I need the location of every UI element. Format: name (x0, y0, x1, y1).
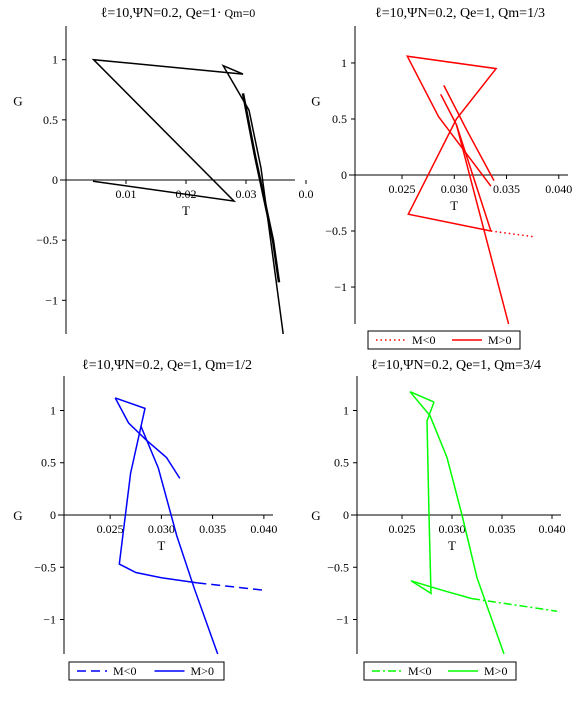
series-solid-3 (140, 425, 219, 654)
y-axis-label: G (13, 93, 22, 108)
y-tick-label: −1 (334, 280, 347, 294)
legend-label: M<0 (408, 664, 431, 678)
y-axis-label: G (311, 508, 320, 523)
x-tick-label: 0.040 (545, 182, 572, 196)
x-tick-label: 0.035 (493, 182, 520, 196)
x-tick-label: 0.0 (299, 187, 314, 201)
series-solid-4 (455, 124, 510, 324)
series-solid-2 (409, 391, 505, 654)
series-solid-2 (443, 85, 495, 181)
y-tick-label: 0 (50, 508, 56, 522)
y-tick-label: 1 (52, 53, 58, 67)
y-tick-label: −0.5 (327, 560, 349, 574)
legend-box (363, 661, 517, 681)
chart-title-main: ℓ=10,ΨN=0.2, Qe=1, Qm=1/3 (375, 6, 545, 21)
legend-box (367, 330, 521, 350)
chart-title-main: ℓ=10,ΨN=0.2, Qe=1, Qm=1/2 (82, 358, 252, 373)
legend-label: M<0 (113, 664, 136, 678)
legend: M<0 M>0 (367, 330, 521, 350)
y-tick-label: 1 (50, 403, 56, 417)
x-tick-label: 0.030 (441, 182, 468, 196)
x-axis-label: T (450, 198, 458, 213)
legend-box (68, 661, 225, 681)
x-tick-label: 0.030 (148, 522, 175, 536)
series-solid-2 (114, 397, 198, 584)
x-tick-label: 0.025 (97, 522, 124, 536)
x-tick-label: 0.035 (489, 522, 516, 536)
chart-title-main: ℓ=10,ΨN=0.2, Qe=1, Qm=3/4 (371, 358, 541, 373)
y-tick-label: 0.5 (41, 456, 56, 470)
chart-title: ℓ=10,ΨN=0.2, Qe=1· Qm=0 (101, 6, 256, 21)
panel-4: ℓ=10,ΨN=0.2, Qe=1, Qm=3/4 1 0.5 0 −0.5 −1 0.02… (311, 358, 566, 681)
panel-2: ℓ=10,ΨN=0.2, Qe=1, Qm=1/3 1 0.5 0 −0.5 −1 0.02… (311, 6, 572, 350)
legend-label: M>0 (191, 664, 214, 678)
y-tick-label: 1 (341, 56, 347, 70)
y-tick-label: 0.5 (334, 456, 349, 470)
y-tick-label: 0.5 (332, 112, 347, 126)
x-axis-label: T (448, 538, 456, 553)
chart-title: ℓ=10,ΨN=0.2, Qe=1, Qm=3/4 (371, 358, 541, 373)
y-tick-label: 1 (343, 403, 349, 417)
y-tick-label: −0.5 (325, 224, 347, 238)
y-axis-label: G (13, 508, 22, 523)
x-tick-label: 0.025 (389, 522, 416, 536)
series-solid-1 (405, 55, 498, 232)
y-tick-label: −1 (45, 293, 58, 307)
x-tick-label: 0.035 (199, 522, 226, 536)
series-dotted-5 (490, 230, 533, 238)
legend: M<0 M>0 (363, 661, 517, 681)
y-tick-label: −0.5 (36, 233, 58, 247)
y-tick-label: −1 (43, 613, 56, 627)
legend: M<0 M>0 (68, 661, 225, 681)
x-tick-label: 0.040 (250, 522, 277, 536)
x-tick-label: 0.030 (439, 522, 466, 536)
series-solid-1 (410, 401, 473, 600)
legend-label: M>0 (484, 664, 507, 678)
series-solid-3 (409, 391, 435, 403)
series-dashed-4 (197, 582, 264, 591)
panel-1: ℓ=10,ΨN=0.2, Qe=1· Qm=0 1 0.5 0 −0.5 −1 0.01 0.0… (13, 6, 314, 334)
y-tick-label: 0 (52, 173, 58, 187)
chart-title: ℓ=10,ΨN=0.2, Qe=1, Qm=1/3 (375, 6, 545, 21)
series-solid-1 (91, 58, 284, 334)
chart-title: ℓ=10,ΨN=0.2, Qe=1, Qm=1/2 (82, 358, 252, 373)
y-tick-label: −0.5 (34, 560, 56, 574)
x-tick-label: 0.01 (116, 187, 137, 201)
y-tick-label: 0.5 (43, 113, 58, 127)
y-tick-label: 0 (343, 508, 349, 522)
x-axis-label: T (182, 203, 190, 218)
panel-3: ℓ=10,ΨN=0.2, Qe=1, Qm=1/2 1 0.5 0 −0.5 −1 0.02… (13, 358, 277, 681)
x-axis-label: T (157, 538, 165, 553)
series-solid-1 (114, 397, 181, 479)
series-solid-2 (241, 93, 281, 283)
chart-title-suffix: Qm=0 (225, 6, 256, 20)
chart-title-main: ℓ=10,ΨN=0.2, Qe=1· (101, 6, 222, 21)
y-tick-label: −1 (336, 613, 349, 627)
y-axis-label: G (311, 94, 320, 109)
x-tick-label: 0.03 (236, 187, 257, 201)
y-tick-label: 0 (341, 168, 347, 182)
series-dashdot-4 (471, 597, 558, 612)
legend-label: M<0 (412, 333, 435, 347)
x-tick-label: 0.025 (389, 182, 416, 196)
legend-label: M>0 (488, 333, 511, 347)
x-tick-label: 0.040 (539, 522, 566, 536)
